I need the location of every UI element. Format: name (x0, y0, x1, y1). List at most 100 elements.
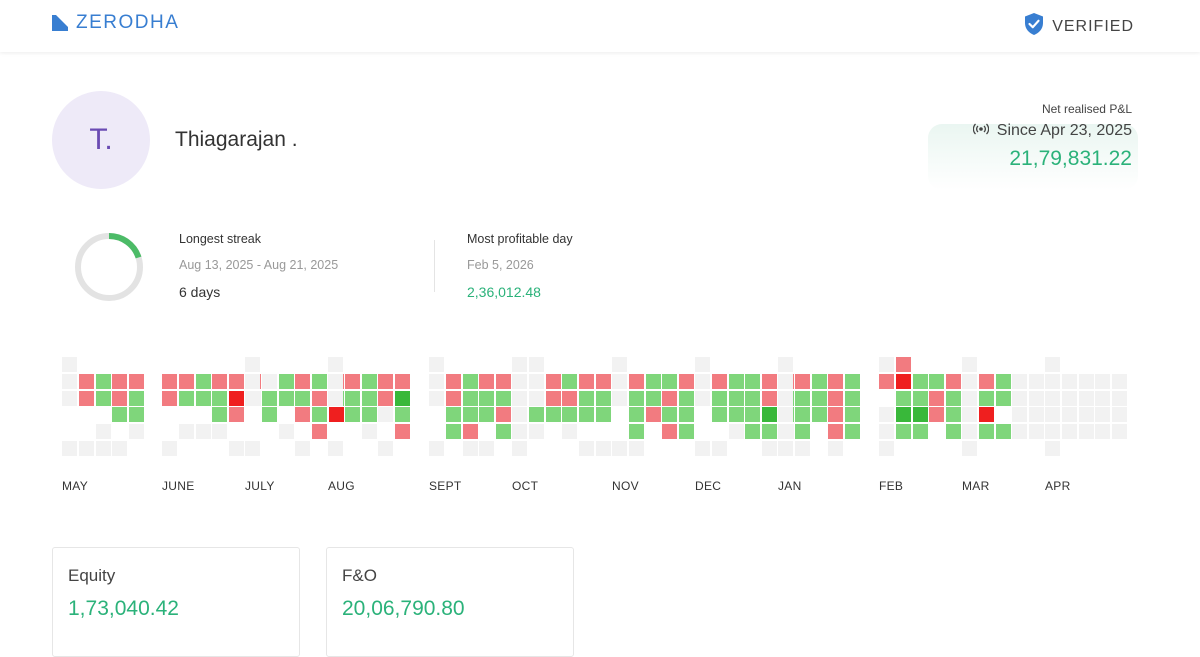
heatmap-day-cell[interactable] (361, 407, 377, 423)
heatmap-day-cell[interactable] (828, 424, 844, 440)
heatmap-day-cell[interactable] (1029, 373, 1045, 389)
heatmap-day-cell[interactable] (612, 373, 627, 389)
heatmap-day-cell[interactable] (778, 357, 793, 372)
heatmap-day-cell[interactable] (479, 390, 495, 406)
heatmap-day-cell[interactable] (295, 373, 311, 389)
heatmap-day-cell[interactable] (1061, 390, 1077, 406)
heatmap-day-cell[interactable] (62, 357, 77, 372)
heatmap-day-cell[interactable] (628, 373, 644, 389)
heatmap-day-cell[interactable] (95, 424, 111, 440)
heatmap-day-cell[interactable] (462, 424, 478, 440)
heatmap-day-cell[interactable] (695, 373, 710, 389)
heatmap-day-cell[interactable] (679, 407, 695, 423)
heatmap-day-cell[interactable] (261, 407, 277, 423)
heatmap-day-cell[interactable] (512, 407, 527, 423)
heatmap-day-cell[interactable] (1012, 424, 1028, 440)
heatmap-day-cell[interactable] (828, 407, 844, 423)
heatmap-day-cell[interactable] (129, 373, 145, 389)
heatmap-day-cell[interactable] (962, 390, 977, 406)
heatmap-day-cell[interactable] (946, 407, 962, 423)
heatmap-day-cell[interactable] (962, 357, 977, 372)
heatmap-day-cell[interactable] (129, 407, 145, 423)
heatmap-day-cell[interactable] (929, 390, 945, 406)
heatmap-day-cell[interactable] (445, 390, 461, 406)
heatmap-day-cell[interactable] (496, 424, 512, 440)
heatmap-day-cell[interactable] (445, 373, 461, 389)
heatmap-day-cell[interactable] (562, 407, 578, 423)
heatmap-day-cell[interactable] (612, 357, 627, 372)
heatmap-day-cell[interactable] (1078, 390, 1094, 406)
heatmap-day-cell[interactable] (879, 407, 894, 423)
heatmap-day-cell[interactable] (1045, 407, 1060, 423)
heatmap-day-cell[interactable] (978, 424, 994, 440)
heatmap-day-cell[interactable] (845, 390, 861, 406)
heatmap-day-cell[interactable] (728, 407, 744, 423)
heatmap-day-cell[interactable] (162, 441, 177, 456)
heatmap-day-cell[interactable] (762, 441, 778, 456)
heatmap-day-cell[interactable] (62, 373, 77, 389)
heatmap-day-cell[interactable] (978, 373, 994, 389)
heatmap-day-cell[interactable] (912, 373, 928, 389)
heatmap-day-cell[interactable] (895, 357, 911, 372)
heatmap-day-cell[interactable] (545, 373, 561, 389)
heatmap-day-cell[interactable] (695, 441, 710, 456)
heatmap-day-cell[interactable] (1112, 407, 1128, 423)
heatmap-day-cell[interactable] (1095, 424, 1111, 440)
heatmap-day-cell[interactable] (745, 424, 761, 440)
heatmap-day-cell[interactable] (811, 390, 827, 406)
heatmap-day-cell[interactable] (794, 441, 810, 456)
heatmap-day-cell[interactable] (295, 441, 311, 456)
heatmap-day-cell[interactable] (1012, 407, 1028, 423)
heatmap-day-cell[interactable] (978, 407, 994, 423)
heatmap-day-cell[interactable] (479, 407, 495, 423)
heatmap-day-cell[interactable] (962, 407, 977, 423)
heatmap-day-cell[interactable] (1078, 407, 1094, 423)
heatmap-day-cell[interactable] (1095, 373, 1111, 389)
heatmap-day-cell[interactable] (895, 424, 911, 440)
heatmap-day-cell[interactable] (562, 390, 578, 406)
heatmap-day-cell[interactable] (312, 390, 328, 406)
heatmap-day-cell[interactable] (711, 390, 727, 406)
heatmap-day-cell[interactable] (378, 441, 394, 456)
heatmap-day-cell[interactable] (794, 373, 810, 389)
heatmap-day-cell[interactable] (162, 373, 177, 389)
heatmap-day-cell[interactable] (929, 407, 945, 423)
heatmap-day-cell[interactable] (946, 390, 962, 406)
heatmap-day-cell[interactable] (344, 390, 360, 406)
heatmap-day-cell[interactable] (995, 424, 1011, 440)
heatmap-day-cell[interactable] (395, 373, 411, 389)
heatmap-day-cell[interactable] (112, 441, 128, 456)
heatmap-day-cell[interactable] (728, 390, 744, 406)
brand-logo[interactable]: ZERODHA (52, 12, 179, 34)
heatmap-day-cell[interactable] (312, 424, 328, 440)
heatmap-day-cell[interactable] (462, 373, 478, 389)
heatmap-day-cell[interactable] (462, 390, 478, 406)
heatmap-day-cell[interactable] (78, 390, 94, 406)
heatmap-day-cell[interactable] (445, 407, 461, 423)
heatmap-day-cell[interactable] (496, 390, 512, 406)
heatmap-day-cell[interactable] (596, 373, 611, 389)
heatmap-day-cell[interactable] (1029, 424, 1045, 440)
heatmap-day-cell[interactable] (645, 407, 661, 423)
heatmap-day-cell[interactable] (1045, 424, 1060, 440)
heatmap-day-cell[interactable] (645, 373, 661, 389)
heatmap-day-cell[interactable] (328, 357, 343, 372)
heatmap-day-cell[interactable] (1078, 424, 1094, 440)
heatmap-day-cell[interactable] (745, 407, 761, 423)
heatmap-day-cell[interactable] (245, 357, 260, 372)
heatmap-day-cell[interactable] (1029, 407, 1045, 423)
heatmap-day-cell[interactable] (395, 390, 411, 406)
heatmap-day-cell[interactable] (429, 390, 444, 406)
heatmap-day-cell[interactable] (679, 390, 695, 406)
heatmap-day-cell[interactable] (1112, 424, 1128, 440)
heatmap-day-cell[interactable] (278, 390, 294, 406)
heatmap-day-cell[interactable] (711, 407, 727, 423)
heatmap-day-cell[interactable] (328, 390, 343, 406)
heatmap-day-cell[interactable] (361, 390, 377, 406)
heatmap-day-cell[interactable] (178, 373, 194, 389)
heatmap-day-cell[interactable] (828, 441, 844, 456)
heatmap-day-cell[interactable] (1095, 390, 1111, 406)
heatmap-day-cell[interactable] (962, 373, 977, 389)
heatmap-day-cell[interactable] (662, 373, 678, 389)
heatmap-day-cell[interactable] (596, 407, 611, 423)
